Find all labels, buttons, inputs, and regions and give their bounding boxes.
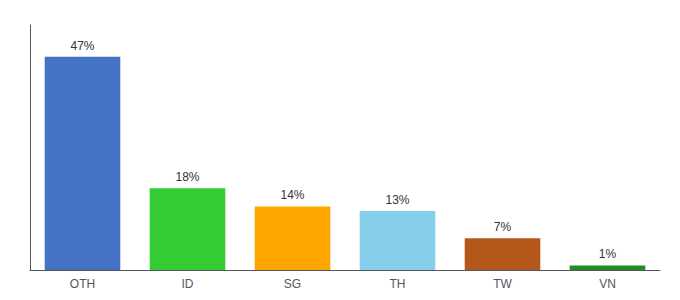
svg-text:18%: 18% [175, 170, 199, 184]
svg-text:VN: VN [599, 277, 616, 291]
svg-text:1%: 1% [599, 247, 617, 261]
svg-text:TH: TH [390, 277, 406, 291]
svg-text:ID: ID [182, 277, 194, 291]
svg-text:7%: 7% [494, 220, 512, 234]
svg-text:SG: SG [284, 277, 301, 291]
svg-text:OTH: OTH [70, 277, 95, 291]
svg-text:14%: 14% [280, 188, 304, 202]
svg-text:TW: TW [493, 277, 512, 291]
svg-text:47%: 47% [70, 39, 94, 53]
svg-text:13%: 13% [385, 193, 409, 207]
